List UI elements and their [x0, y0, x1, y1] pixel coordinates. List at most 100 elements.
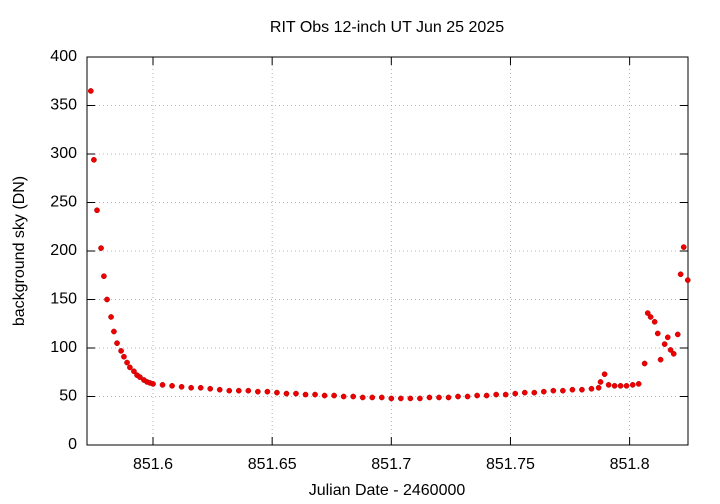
data-point [641, 360, 648, 367]
data-point [255, 388, 261, 395]
x-tick-label: 851.75 [486, 456, 535, 473]
data-point [94, 207, 100, 214]
data-point [245, 387, 252, 394]
plot-border [86, 56, 689, 446]
data-point [91, 156, 97, 163]
data-point [560, 387, 566, 394]
data-point [474, 392, 480, 399]
data-point [137, 374, 143, 380]
data-point [111, 328, 117, 335]
data-point [407, 395, 414, 402]
data-point [579, 386, 585, 393]
data-point [207, 385, 214, 392]
x-tick-label: 851.7 [371, 456, 411, 473]
data-point [635, 381, 642, 387]
data-point [169, 382, 175, 389]
data-point [127, 364, 133, 371]
data-point [131, 368, 137, 375]
data-point [114, 340, 120, 346]
data-point [455, 393, 461, 400]
data-point [264, 388, 271, 395]
x-tick-label: 851.6 [133, 456, 173, 473]
data-point [588, 385, 595, 392]
data-point [597, 379, 604, 385]
data-point [611, 382, 618, 389]
data-point [302, 391, 309, 398]
data-point [226, 387, 233, 394]
data-point [670, 350, 677, 357]
x-axis-label: Julian Date - 2460000 [309, 482, 466, 499]
data-point [569, 386, 576, 393]
y-tick-label: 350 [50, 97, 77, 114]
data-point [629, 382, 636, 388]
data-point [664, 334, 671, 341]
y-tick-label: 100 [50, 339, 77, 356]
data-point [512, 390, 519, 397]
data-point [617, 382, 624, 389]
data-point [674, 331, 681, 338]
data-point [654, 330, 661, 337]
data-point [104, 296, 110, 303]
data-point [359, 394, 366, 401]
data-point [87, 88, 94, 94]
y-tick-label: 0 [68, 436, 77, 453]
data-point [651, 318, 658, 325]
data-point [178, 383, 185, 390]
data-point [684, 277, 691, 283]
data-point [644, 310, 651, 316]
y-tick-label: 200 [50, 242, 77, 259]
x-tick-label: 851.8 [610, 456, 650, 473]
data-point [101, 273, 107, 280]
data-point [150, 381, 156, 387]
data-point [235, 387, 242, 394]
data-point [118, 348, 124, 354]
data-point [417, 395, 423, 402]
data-point [312, 391, 318, 398]
data-point [369, 394, 376, 401]
data-point [426, 394, 433, 401]
data-point [331, 392, 337, 399]
data-point [464, 393, 471, 400]
y-axis-label: background sky (DN) [11, 176, 28, 326]
data-point [623, 382, 630, 389]
data-point [540, 388, 547, 395]
y-tick-label: 250 [50, 194, 77, 211]
y-tick-label: 150 [50, 291, 77, 308]
data-point [397, 395, 404, 402]
data-point [98, 245, 104, 251]
data-point [350, 393, 357, 400]
data-point [677, 271, 684, 278]
data-point [321, 392, 328, 399]
data-point [595, 384, 602, 391]
x-tick-label: 851.65 [248, 456, 297, 473]
data-point [680, 244, 687, 250]
data-point [340, 393, 347, 400]
data-point [661, 341, 668, 347]
data-point [493, 391, 500, 398]
data-point [108, 314, 114, 320]
data-point [124, 359, 130, 366]
data-point [667, 347, 674, 353]
chart-title: RIT Obs 12-inch UT Jun 25 2025 [270, 19, 504, 36]
data-point [388, 395, 395, 402]
data-point [647, 314, 654, 320]
data-point [483, 392, 490, 399]
data-point [197, 384, 204, 391]
data-point [531, 389, 538, 396]
data-point [188, 384, 194, 391]
y-tick-label: 50 [59, 388, 77, 405]
data-point [293, 390, 299, 397]
data-point [378, 394, 385, 401]
data-point [605, 382, 612, 388]
data-point [283, 390, 290, 397]
y-tick-label: 400 [50, 48, 77, 65]
data-point [274, 389, 280, 396]
data-point [657, 356, 664, 363]
data-point [550, 387, 557, 394]
data-point [436, 394, 442, 401]
data-point [521, 389, 528, 396]
data-point [502, 391, 509, 398]
data-point [216, 386, 223, 393]
data-point [121, 353, 127, 360]
